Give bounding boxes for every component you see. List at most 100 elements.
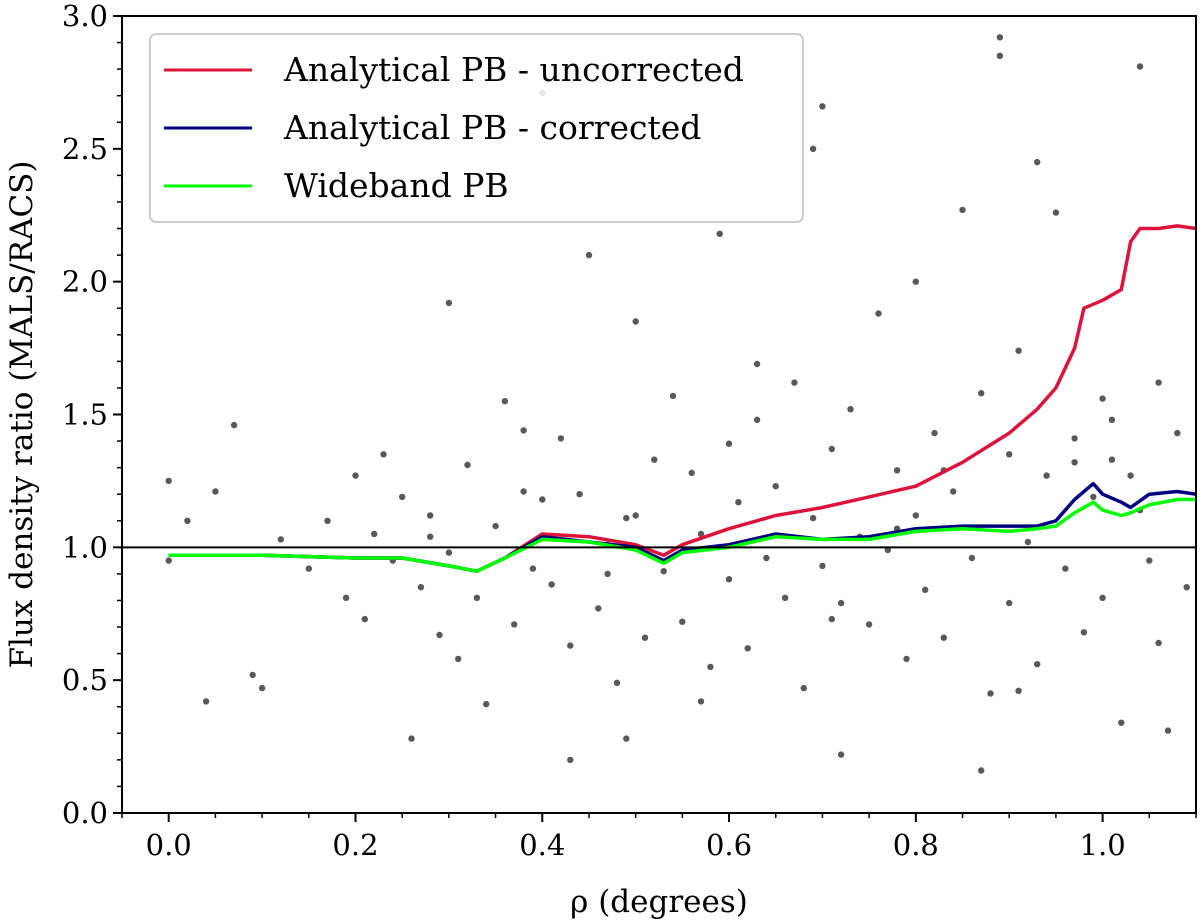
scatter-point — [819, 103, 826, 110]
x-tick-label: 1.0 — [1080, 828, 1126, 862]
scatter-point — [725, 576, 733, 583]
scatter-point — [1024, 538, 1032, 546]
scatter-point — [165, 557, 172, 564]
scatter-point — [809, 145, 817, 152]
scatter-point — [520, 427, 527, 434]
scatter-point — [1006, 599, 1013, 607]
scatter-point — [1090, 493, 1097, 501]
series-line-uncorrected — [168, 224, 1197, 573]
scatter-point — [613, 679, 621, 686]
scatter-point — [968, 554, 976, 562]
scatter-point — [539, 496, 546, 503]
scatter-point — [324, 517, 331, 524]
scatter-point — [1099, 395, 1106, 402]
scatter-point — [707, 663, 714, 671]
scatter-point — [1155, 639, 1162, 647]
x-tick-label: 0.2 — [332, 828, 378, 862]
scatter-point — [903, 655, 910, 663]
scatter-point — [865, 621, 873, 628]
scatter-point — [660, 568, 667, 575]
scatter-point — [641, 634, 649, 641]
scatter-point — [408, 735, 415, 742]
scatter-point — [716, 230, 723, 237]
legend-box — [149, 33, 804, 223]
scatter-point — [165, 477, 172, 485]
scatter-point — [978, 390, 985, 397]
y-axis-title: Flux density ratio (MALS/RACS) — [4, 161, 40, 669]
scatter-point — [950, 488, 957, 495]
scatter-point — [651, 456, 658, 463]
scatter-point — [249, 671, 256, 679]
scatter-point — [361, 615, 368, 623]
scatter-point — [380, 451, 387, 458]
x-tick-label: 0.0 — [146, 828, 192, 862]
scatter-point — [212, 488, 219, 495]
y-axis: 0.0 0.5 1.0 1.5 2.0 2.5 3.0 — [62, 0, 122, 830]
scatter-point — [473, 594, 481, 601]
scatter-point — [996, 34, 1004, 41]
y-tick-label: 1.0 — [62, 530, 108, 564]
legend-label-wideband: Wideband PB — [284, 166, 509, 205]
legend-label-uncorrected: Analytical PB - uncorrected — [283, 50, 744, 89]
x-tick-label: 0.6 — [706, 828, 752, 862]
y-tick-label: 2.5 — [62, 132, 108, 166]
series-lines — [168, 224, 1197, 573]
scatter-point — [202, 698, 210, 705]
scatter-point — [1052, 209, 1060, 216]
scatter-point — [688, 469, 695, 477]
scatter-point — [922, 586, 929, 593]
scatter-point — [1034, 661, 1041, 668]
scatter-point — [1071, 459, 1078, 466]
scatter-point — [763, 554, 770, 562]
scatter-point — [996, 52, 1004, 59]
scatter-point — [679, 618, 686, 625]
y-tick-label: 3.0 — [62, 0, 108, 33]
scatter-point — [352, 472, 359, 479]
scatter-point — [483, 700, 490, 708]
scatter-point — [1015, 347, 1022, 354]
scatter-point — [1127, 472, 1134, 479]
y-tick-label: 0.5 — [62, 663, 108, 697]
scatter-point — [1015, 687, 1022, 694]
scatter-point — [1108, 416, 1116, 423]
scatter-point — [529, 565, 537, 572]
scatter-point — [427, 533, 434, 540]
scatter-point — [632, 318, 639, 325]
scatter-point — [455, 655, 462, 663]
scatter-point — [959, 206, 966, 214]
scatter-point — [893, 467, 901, 474]
scatter-point — [847, 406, 854, 413]
series-line-wideband — [168, 497, 1196, 573]
scatter-point — [1071, 435, 1078, 442]
scatter-point — [912, 278, 919, 285]
scatter-point — [1164, 727, 1172, 734]
scatter-point — [557, 435, 565, 442]
scatter-point — [258, 684, 266, 692]
scatter-point — [548, 581, 555, 588]
scatter-point — [1043, 472, 1050, 479]
scatter-point — [819, 562, 826, 570]
scatter-point — [1118, 719, 1125, 726]
scatter-point — [492, 522, 499, 530]
scatter-point — [399, 493, 406, 501]
scatter-point — [987, 690, 994, 697]
x-axis-title: ρ (degrees) — [570, 884, 748, 920]
scatter-point — [884, 546, 891, 554]
scatter-point — [912, 512, 919, 519]
y-tick-label: 1.5 — [62, 398, 108, 432]
scatter-point — [623, 735, 630, 742]
scatter-point — [978, 767, 985, 774]
scatter-point — [464, 461, 471, 469]
scatter-point — [753, 416, 761, 423]
scatter-point — [735, 499, 742, 506]
scatter-point — [725, 440, 733, 447]
y-tick-label: 0.0 — [62, 796, 108, 830]
scatter-point — [436, 631, 443, 639]
scatter-point — [828, 445, 835, 453]
scatter-point — [567, 756, 574, 764]
scatter-point — [1006, 451, 1013, 458]
scatter-point — [511, 621, 518, 628]
scatter-point — [632, 512, 639, 519]
scatter-point — [427, 512, 434, 519]
